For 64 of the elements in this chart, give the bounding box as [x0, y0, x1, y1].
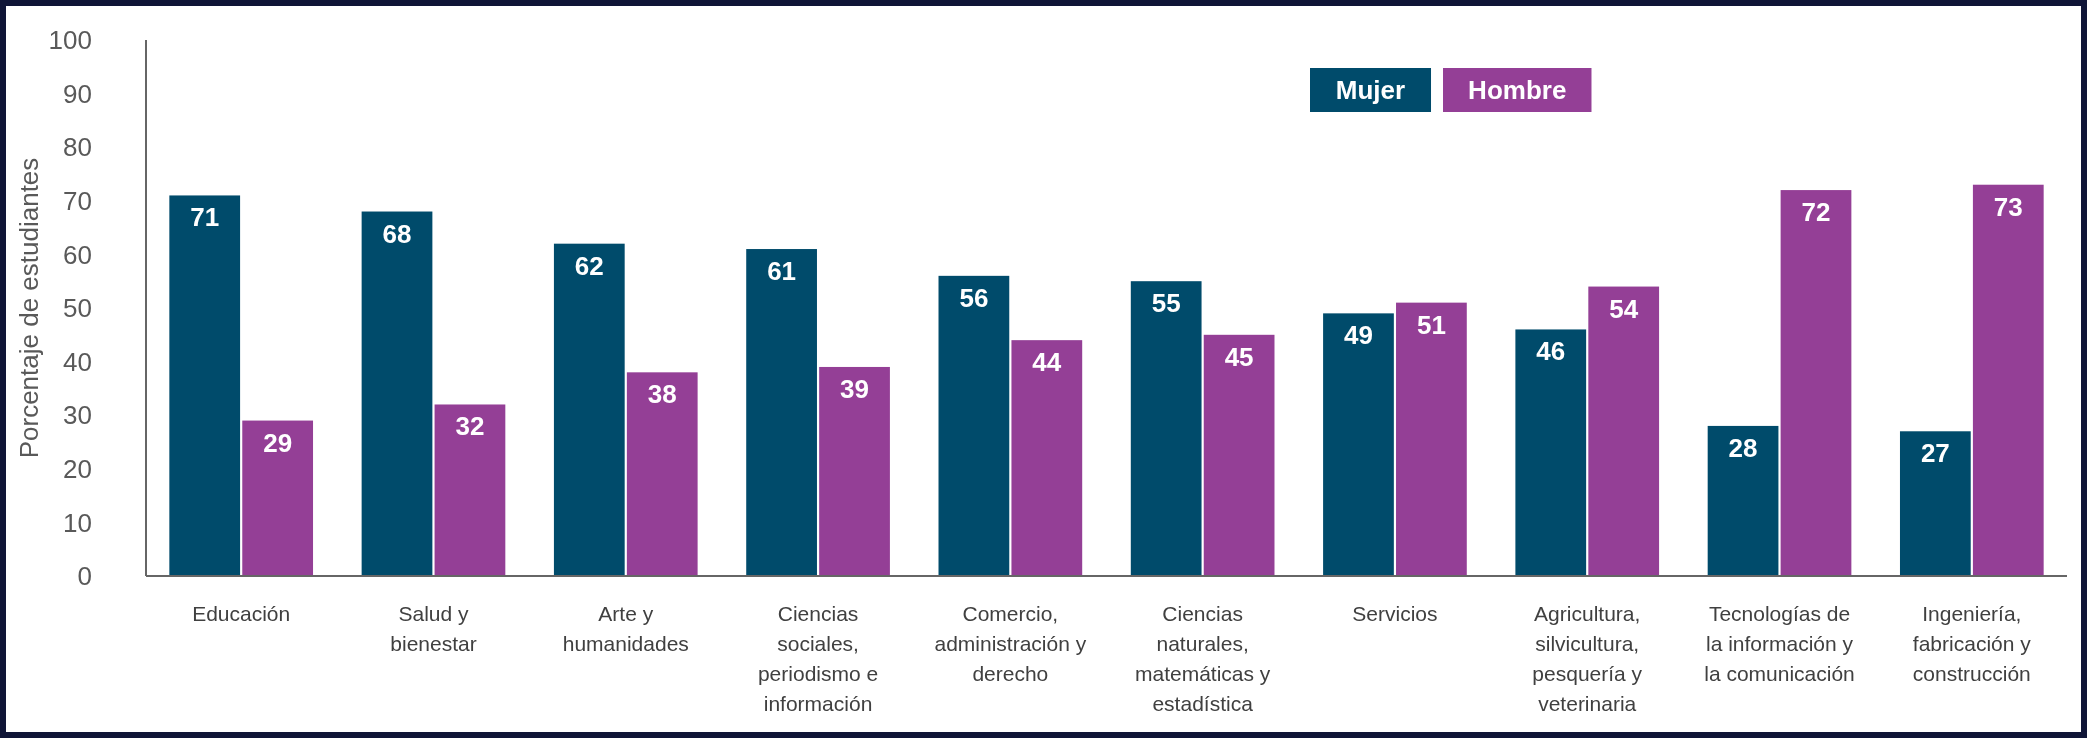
y-tick-label: 90 — [63, 78, 92, 109]
data-label: 68 — [382, 218, 412, 249]
data-label: 54 — [1609, 293, 1639, 324]
text: Mujer — [1335, 75, 1406, 106]
bar — [242, 420, 314, 576]
bar — [1899, 431, 1971, 576]
bar — [553, 243, 625, 576]
bar — [938, 275, 1010, 576]
y-tick-label: 20 — [63, 453, 92, 484]
data-label: 27 — [1920, 438, 1950, 469]
y-tick-label: 70 — [63, 185, 92, 216]
data-label: 44 — [1032, 347, 1062, 378]
x-tick-label: Ingeniería, fabricación y construcción — [1912, 602, 2032, 685]
x-tick-label: Servicios — [1352, 602, 1438, 625]
x-tick-label: Tecnologías de la información y la comunicación — [1704, 602, 1855, 685]
y-tick-label: 100 — [48, 25, 92, 56]
bar — [1011, 340, 1083, 576]
data-label: 49 — [1344, 320, 1373, 351]
x-tick-label: Ciencias sociales, periodismo e información — [757, 602, 879, 715]
data-label: 38 — [647, 379, 677, 410]
y-tick-label: 50 — [63, 293, 92, 324]
bar — [746, 249, 817, 576]
bar — [1203, 334, 1275, 576]
y-tick-label: 10 — [63, 507, 92, 538]
data-label: 32 — [455, 411, 485, 442]
x-tick-label: Agricultura, silvicultura, pesquería y veterinaria — [1532, 602, 1643, 715]
y-tick-label: 60 — [63, 239, 92, 270]
bar — [819, 366, 890, 576]
y-axis-title: Porcentaje de estudiantes — [14, 157, 44, 459]
data-label: 39 — [840, 373, 869, 404]
x-tick-label: Comercio, administración y derecho — [934, 602, 1087, 685]
y-tick-label: 30 — [63, 400, 92, 431]
data-label: 61 — [767, 256, 797, 287]
x-tick-label: Educación — [192, 602, 291, 625]
data-label: 56 — [959, 282, 989, 313]
y-tick-label: 40 — [63, 346, 92, 377]
bar — [1972, 184, 2044, 576]
bar — [1780, 190, 1852, 576]
bar — [1515, 329, 1587, 576]
data-label: 28 — [1728, 432, 1758, 463]
data-label: 29 — [263, 427, 293, 458]
data-label: 51 — [1416, 309, 1446, 340]
bar — [626, 372, 698, 576]
x-tick-label: Arte y humanidades — [562, 602, 689, 655]
bar — [361, 211, 433, 576]
bar — [1323, 313, 1394, 576]
data-label: 62 — [574, 250, 604, 281]
data-label: 72 — [1801, 197, 1831, 228]
bar — [1130, 281, 1202, 576]
bar — [1396, 302, 1467, 576]
y-tick-label: 80 — [63, 132, 92, 163]
data-label: 55 — [1151, 288, 1181, 319]
bar — [1588, 286, 1660, 576]
bar — [434, 404, 506, 576]
bar — [169, 195, 241, 576]
x-tick-label: Ciencias naturales, matemáticas y estadística — [1134, 602, 1271, 715]
data-label: 73 — [1993, 191, 2023, 222]
bar — [1707, 425, 1779, 576]
text: Hombre — [1468, 75, 1567, 106]
data-label: 71 — [190, 202, 220, 233]
x-tick-label: Salud y bienestar — [390, 602, 477, 655]
data-label: 46 — [1536, 336, 1566, 367]
y-tick-label: 0 — [77, 561, 92, 592]
data-label: 45 — [1224, 341, 1254, 372]
